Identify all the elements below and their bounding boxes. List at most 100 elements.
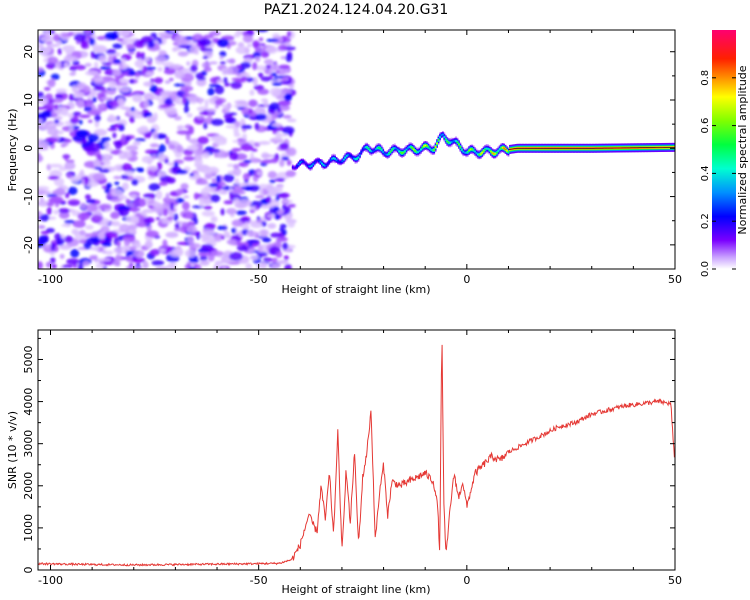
- signal-cell: [503, 147, 506, 149]
- signal-cell: [363, 147, 366, 149]
- noise-blob: [54, 119, 60, 124]
- signal-cell: [303, 161, 306, 163]
- noise-blob: [197, 252, 211, 257]
- noise-blob: [67, 199, 81, 206]
- noise-blob: [120, 106, 131, 110]
- noise-blob: [200, 243, 214, 251]
- noise-blob: [285, 170, 297, 178]
- noise-blob: [123, 239, 131, 247]
- noise-blob: [117, 205, 131, 211]
- noise-blob: [186, 145, 199, 151]
- noise-blob: [116, 241, 121, 247]
- noise-blob: [101, 241, 112, 247]
- noise-blob: [269, 87, 282, 97]
- noise-blob: [199, 111, 210, 116]
- noise-blob: [93, 159, 101, 166]
- figure-title: PAZ1.2024.124.04.20.G31: [264, 2, 449, 18]
- signal-cell: [323, 165, 326, 167]
- noise-blob: [286, 159, 292, 166]
- signal-cell: [328, 161, 331, 163]
- noise-blob: [85, 224, 94, 230]
- colorbar-label: Normalized spectral amplitude: [736, 65, 749, 234]
- y-tick-label: 10: [22, 93, 35, 107]
- noise-blob: [268, 258, 273, 262]
- signal-cell: [418, 150, 421, 152]
- noise-blob: [279, 227, 285, 233]
- noise-blob: [196, 76, 207, 81]
- noise-blob: [245, 77, 254, 83]
- noise-blob: [164, 80, 171, 84]
- noise-blob: [166, 263, 175, 269]
- noise-blob: [64, 154, 69, 161]
- noise-blob: [238, 217, 250, 222]
- noise-blob: [219, 56, 224, 60]
- noise-blob: [197, 136, 209, 145]
- x-tick-label: -100: [38, 273, 63, 286]
- noise-blob: [58, 211, 70, 219]
- colorbar-ticks: 0.0 0.2 0.4 0.6 0.8: [700, 70, 736, 277]
- noise-blob: [98, 168, 110, 173]
- signal-cell: [326, 163, 329, 165]
- snr-line: [38, 344, 675, 567]
- signal-cell: [415, 151, 418, 153]
- noise-blob: [252, 62, 258, 71]
- noise-blob: [246, 230, 258, 238]
- signal-cell: [436, 142, 438, 145]
- signal-cell: [404, 150, 406, 152]
- noise-blob: [262, 237, 272, 243]
- noise-blob: [220, 104, 233, 108]
- noise-blob: [38, 186, 50, 191]
- noise-blob: [120, 134, 126, 143]
- noise-blob: [52, 33, 61, 42]
- noise-blob: [208, 83, 221, 88]
- y-tick-label: 20: [22, 45, 35, 59]
- noise-blob: [259, 187, 264, 196]
- noise-blob: [267, 109, 276, 115]
- noise-blob: [184, 249, 197, 258]
- noise-blob: [47, 175, 60, 180]
- noise-blob: [132, 94, 143, 103]
- noise-blob: [169, 30, 184, 33]
- noise-blob: [163, 68, 176, 75]
- signal-cell: [331, 158, 334, 160]
- signal-cell: [401, 152, 404, 154]
- noise-blob: [220, 208, 225, 216]
- spectrogram-y-ticks: -20 -10 0 10 20: [22, 45, 675, 270]
- noise-blob: [67, 31, 75, 37]
- noise-blob: [38, 261, 43, 269]
- signal-cell: [379, 147, 382, 149]
- noise-blob: [208, 31, 221, 37]
- signal-cell: [307, 165, 310, 168]
- noise-blob: [127, 224, 138, 230]
- noise-blob: [164, 97, 174, 106]
- noise-blob: [93, 247, 100, 252]
- signal-cell: [353, 157, 355, 160]
- noise-blob: [162, 208, 168, 217]
- noise-blob: [85, 70, 99, 76]
- noise-blob: [285, 54, 293, 63]
- noise-blob: [282, 114, 292, 119]
- signal-cell: [459, 146, 462, 148]
- noise-blob: [214, 98, 223, 106]
- signal-cell: [478, 154, 481, 156]
- noise-blob: [158, 181, 168, 186]
- noise-blob: [38, 67, 44, 72]
- noise-blob: [235, 121, 241, 128]
- noise-blob: [235, 46, 250, 55]
- signal-cell: [392, 147, 395, 150]
- noise-blob: [82, 261, 90, 266]
- noise-blob: [173, 115, 182, 121]
- noise-blob: [214, 139, 227, 146]
- noise-blob: [252, 76, 258, 86]
- noise-blob: [245, 263, 253, 269]
- noise-blob: [194, 158, 203, 166]
- noise-blob: [233, 163, 240, 170]
- signal-cell: [291, 166, 294, 168]
- noise-blob: [119, 223, 130, 233]
- snr-frame: [37, 329, 676, 571]
- noise-blob: [64, 219, 76, 224]
- noise-blob: [79, 229, 86, 236]
- noise-blob: [157, 161, 163, 171]
- noise-blob: [171, 47, 178, 52]
- signal-cell: [472, 149, 475, 151]
